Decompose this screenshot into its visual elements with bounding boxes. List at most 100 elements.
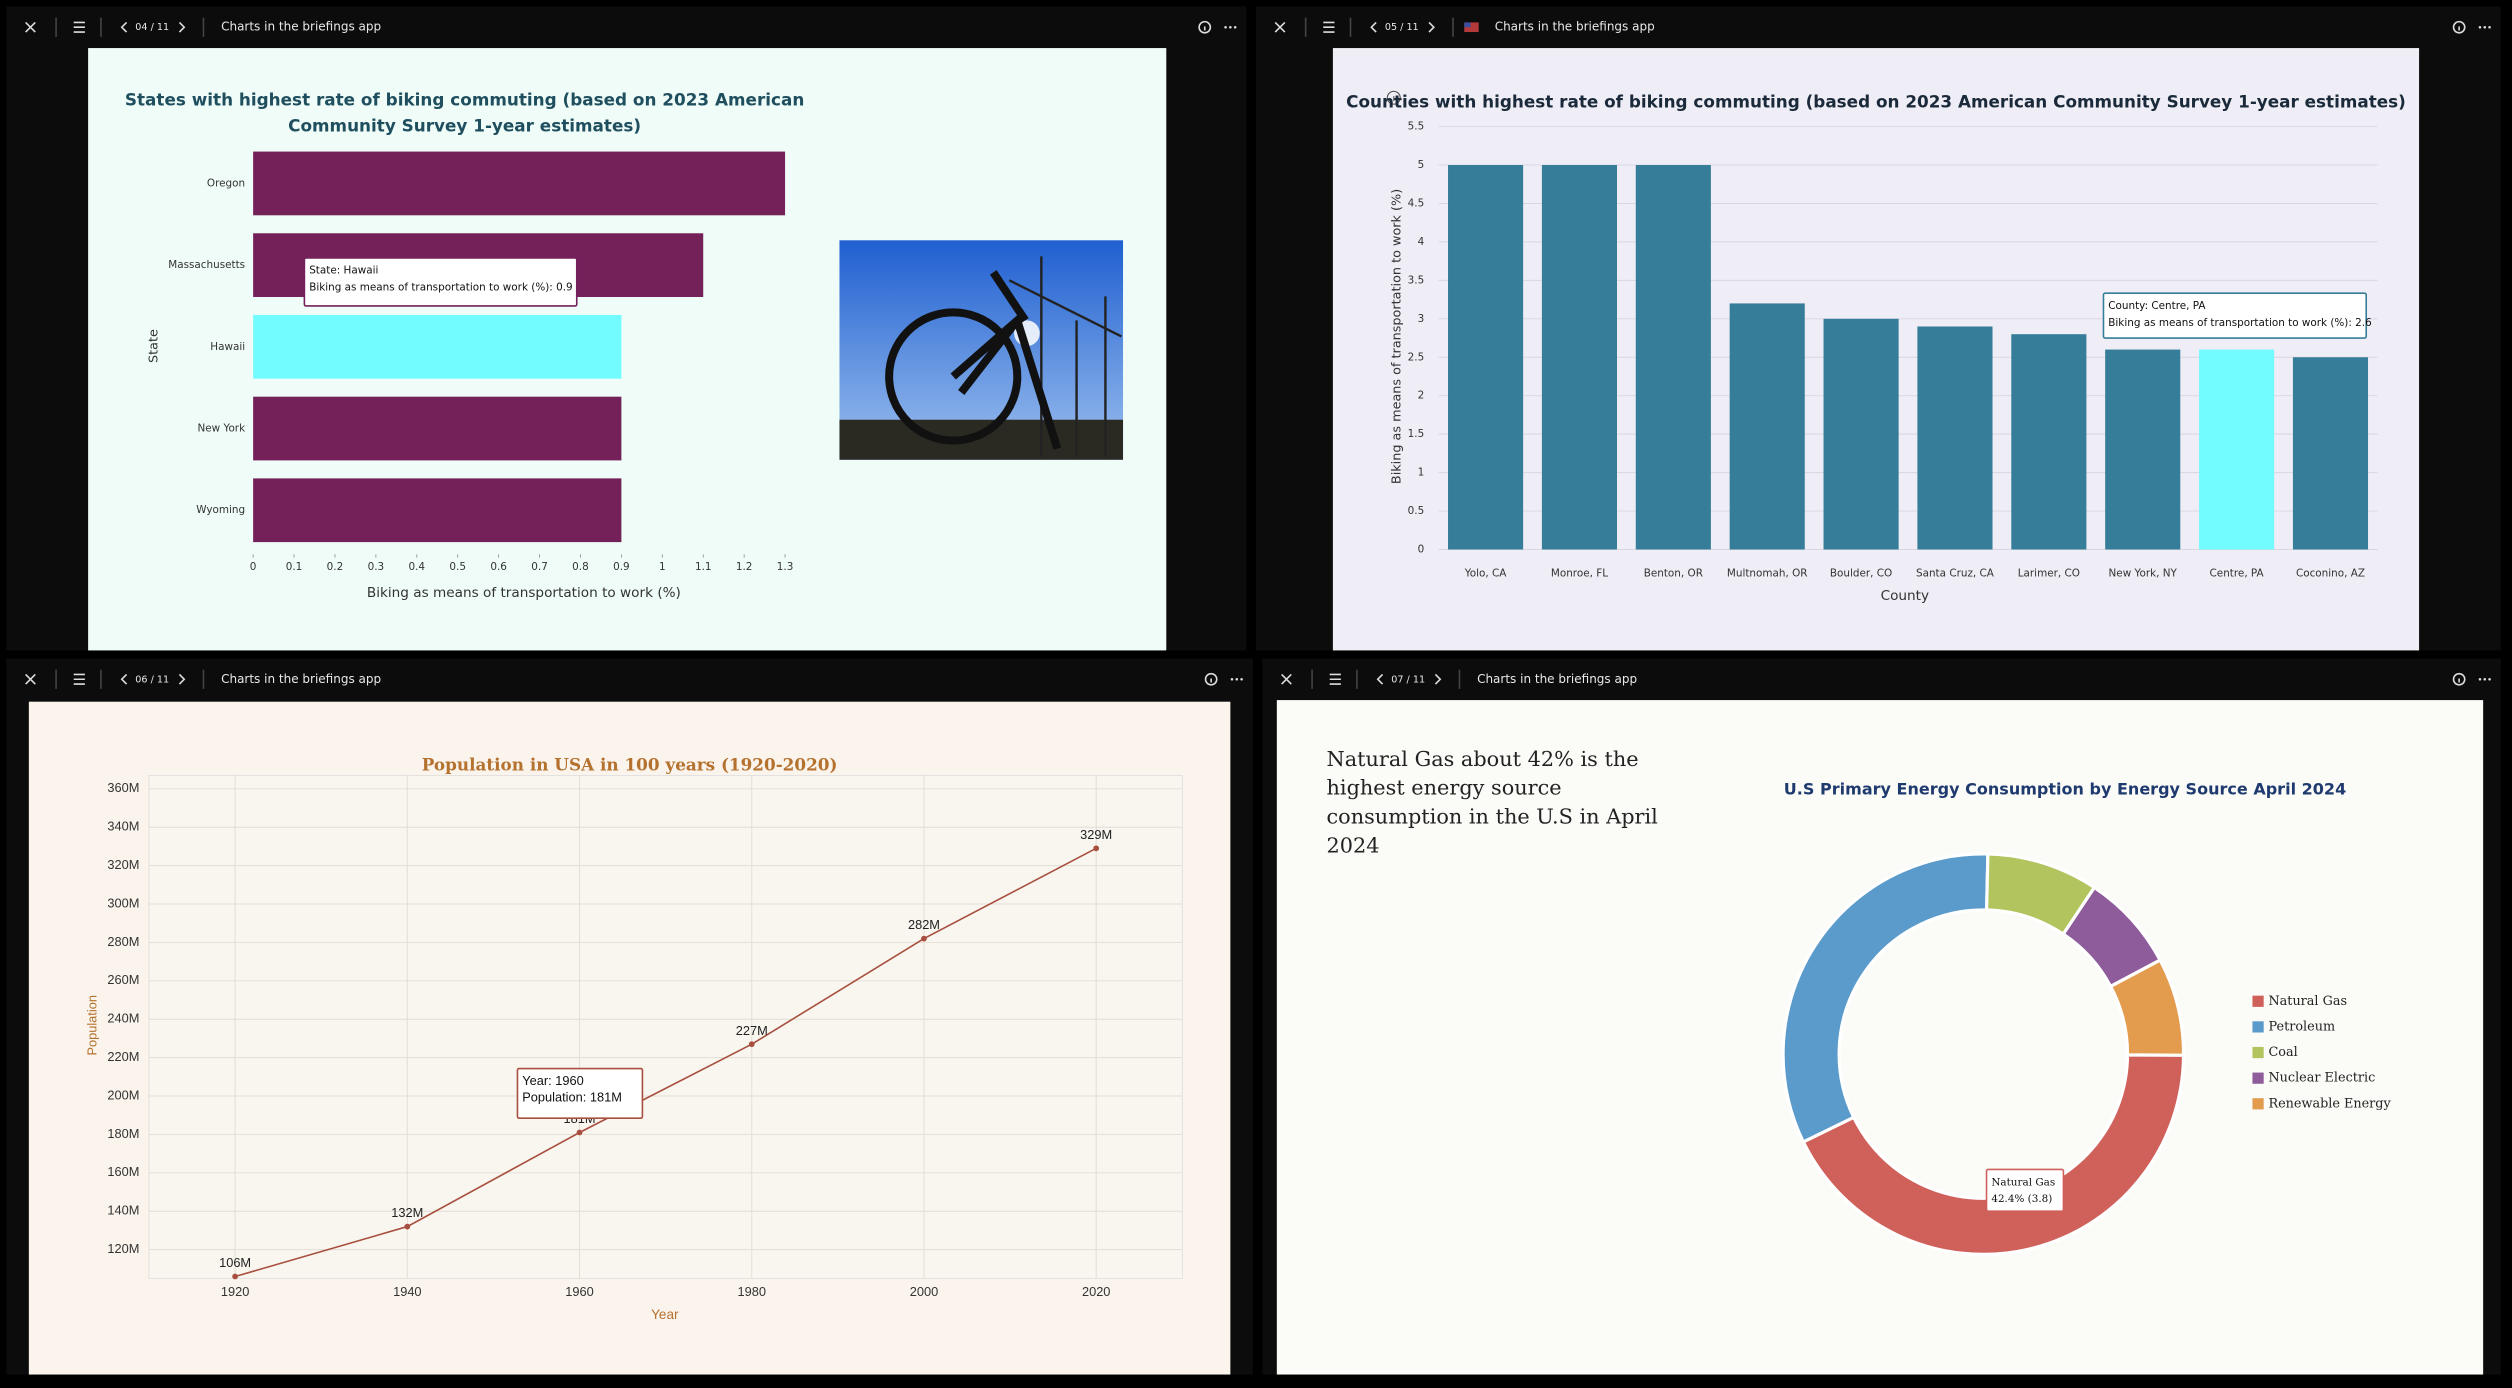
more-icon bbox=[1240, 677, 1243, 681]
more-icon bbox=[2488, 25, 2491, 29]
close-button[interactable] bbox=[1281, 673, 1292, 685]
info-button[interactable] bbox=[1204, 672, 1218, 686]
slice bbox=[1801, 1053, 2186, 1257]
x-tick-label: Centre, PA bbox=[2210, 568, 2265, 580]
bar bbox=[1635, 165, 1711, 550]
x-tick-label: Coconino, AZ bbox=[2296, 568, 2365, 580]
info-icon bbox=[1386, 90, 1401, 105]
legend-label: Renewable Energy bbox=[2268, 1096, 2391, 1111]
x-tick-label: 2000 bbox=[910, 1284, 938, 1299]
tooltip-text: Natural Gas bbox=[1991, 1176, 2055, 1188]
y-tick-label: Oregon bbox=[207, 177, 245, 189]
tooltip bbox=[303, 257, 578, 307]
point bbox=[232, 1273, 238, 1280]
list-button[interactable] bbox=[73, 21, 85, 33]
list-button[interactable] bbox=[73, 673, 85, 685]
y-tick-label: 140M bbox=[107, 1203, 139, 1218]
info-icon bbox=[1204, 672, 1218, 686]
y-tick-label: 0.5 bbox=[1408, 505, 1425, 517]
y-tick-label: 5.5 bbox=[1408, 121, 1425, 133]
y-tick-label: 2.5 bbox=[1408, 351, 1425, 363]
x-tick-label: Monroe, FL bbox=[1551, 568, 1608, 580]
info-button[interactable] bbox=[2452, 672, 2466, 686]
more-button[interactable] bbox=[1224, 25, 1237, 29]
previous-button[interactable] bbox=[120, 673, 128, 685]
x-tick-label: 0.9 bbox=[613, 561, 630, 573]
next-button[interactable] bbox=[178, 21, 186, 33]
info-icon bbox=[2452, 672, 2466, 686]
info-icon bbox=[2452, 20, 2466, 34]
x-tick-label: 1.1 bbox=[695, 561, 712, 573]
more-icon bbox=[1230, 677, 1234, 681]
y-tick-label: 340M bbox=[107, 819, 139, 834]
chart-title: U.S Primary Energy Consumption by Energy… bbox=[1784, 779, 2346, 798]
chart-title: Population in USA in 100 years (1920-202… bbox=[422, 754, 838, 774]
bar bbox=[1448, 165, 1524, 550]
more-icon bbox=[2483, 677, 2487, 681]
tooltip-text: Population: 181M bbox=[522, 1090, 622, 1105]
list-button[interactable] bbox=[1323, 21, 1335, 33]
value-label: 227M bbox=[736, 1023, 768, 1038]
close-button[interactable] bbox=[1274, 21, 1286, 33]
bar bbox=[1917, 326, 1993, 550]
next-button[interactable] bbox=[1428, 21, 1435, 33]
more-icon bbox=[1224, 25, 1227, 29]
close-button[interactable] bbox=[25, 673, 36, 685]
x-axis-label: Biking as means of transportation to wor… bbox=[367, 585, 681, 601]
x-tick-label: Multnomah, OR bbox=[1727, 568, 1808, 580]
x-tick-label: 0.2 bbox=[327, 561, 344, 573]
x-tick-label: New York, NY bbox=[2109, 568, 2178, 580]
point bbox=[921, 935, 927, 942]
bar bbox=[253, 396, 622, 461]
list-icon bbox=[1329, 673, 1341, 685]
y-tick-label: 300M bbox=[107, 895, 139, 910]
photo-poles bbox=[1008, 256, 1122, 457]
x-tick-label: 0.7 bbox=[531, 561, 548, 573]
x-axis-label: Year bbox=[651, 1307, 679, 1322]
list-button[interactable] bbox=[1329, 673, 1341, 685]
close-button[interactable] bbox=[25, 21, 36, 33]
y-tick-label: 5 bbox=[1418, 159, 1425, 171]
y-tick-label: 180M bbox=[107, 1126, 139, 1141]
bar bbox=[1729, 303, 1805, 550]
more-icon bbox=[1233, 25, 1237, 29]
previous-button[interactable] bbox=[1376, 673, 1384, 685]
more-button[interactable] bbox=[2478, 677, 2491, 681]
close-icon bbox=[25, 673, 36, 685]
more-button[interactable] bbox=[2478, 25, 2491, 29]
list-icon bbox=[73, 21, 85, 33]
next-button[interactable] bbox=[178, 673, 186, 685]
bar bbox=[253, 151, 786, 216]
y-axis-label: Population bbox=[84, 995, 99, 1055]
list-icon bbox=[1323, 21, 1335, 33]
legend-swatch bbox=[2252, 1021, 2264, 1033]
bar bbox=[1541, 165, 1618, 550]
slide-counter: 04 / 11 bbox=[135, 22, 169, 33]
bar bbox=[1823, 318, 1899, 550]
app-title: Charts in the briefings app bbox=[1477, 672, 1637, 686]
previous-button[interactable] bbox=[1370, 21, 1377, 33]
photo-wheel bbox=[885, 308, 1022, 445]
next-button[interactable] bbox=[1434, 673, 1442, 685]
y-tick-label: Massachusetts bbox=[168, 259, 245, 271]
info-button[interactable] bbox=[1198, 20, 1212, 34]
legend-swatch bbox=[2252, 1098, 2264, 1110]
more-button[interactable] bbox=[1230, 677, 1243, 681]
bar bbox=[253, 314, 622, 379]
more-icon bbox=[2488, 677, 2491, 681]
y-tick-label: 1.5 bbox=[1408, 428, 1425, 440]
more-icon bbox=[2478, 677, 2482, 681]
y-tick-label: 200M bbox=[107, 1087, 139, 1102]
y-axis-label: State bbox=[146, 329, 161, 363]
bar bbox=[2292, 357, 2369, 550]
y-tick-label: 240M bbox=[107, 1011, 139, 1026]
point bbox=[576, 1129, 583, 1136]
tooltip-text: 42.4% (3.8) bbox=[1991, 1193, 2052, 1205]
legend-label: Natural Gas bbox=[2268, 994, 2347, 1009]
x-tick-label: 0.4 bbox=[409, 561, 426, 573]
previous-button[interactable] bbox=[120, 21, 128, 33]
info-button[interactable] bbox=[2452, 20, 2466, 34]
slide-counter: 05 / 11 bbox=[1385, 22, 1419, 33]
slide bbox=[1276, 700, 2484, 1375]
x-axis-label: County bbox=[1881, 588, 1929, 604]
